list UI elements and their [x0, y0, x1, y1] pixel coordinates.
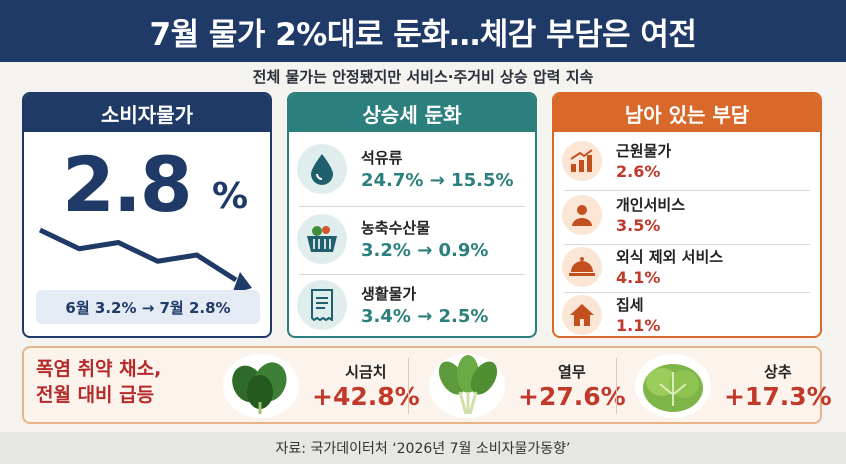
- burden-item-rent: 집세 1.1%: [562, 294, 660, 335]
- divider: [299, 206, 525, 207]
- slowdown-value: 3.4% → 2.5%: [361, 306, 489, 327]
- divider: [616, 358, 617, 414]
- slowdown-label: 석유류: [361, 149, 403, 167]
- vegetable-name: 시금치: [345, 363, 387, 381]
- cpi-value: 2.8: [62, 140, 193, 229]
- vegetable-headline-line1: 폭염 취약 채소,: [36, 358, 162, 380]
- young-radish-icon: [429, 354, 505, 418]
- vegetable-strip: 폭염 취약 채소, 전월 대비 급등 시금치 +42.8% 열무 +27.6%: [22, 346, 832, 424]
- lettuce-icon: [635, 354, 711, 418]
- divider: [564, 292, 810, 293]
- spinach-icon: [223, 354, 299, 418]
- vegetable-headline: 폭염 취약 채소, 전월 대비 급등: [36, 356, 161, 408]
- vegetable-change: +17.3%: [724, 382, 832, 411]
- burden-item-personal: 개인서비스 3.5%: [562, 194, 685, 235]
- burden-panel-title: 남아 있는 부담: [554, 94, 820, 132]
- page-title: 7월 물가 2%대로 둔화…체감 부담은 여전: [149, 16, 697, 53]
- slowdown-label: 농축수산물: [361, 219, 431, 237]
- food-cloche-icon: [562, 246, 602, 287]
- burden-item-core: 근원물가 2.6%: [562, 140, 671, 181]
- vegetable-change: +27.6%: [518, 382, 626, 411]
- slowdown-item-agri: 농축수산물 3.2% → 0.9%: [297, 214, 488, 264]
- burden-value: 2.6%: [616, 162, 661, 181]
- vegetable-name: 상추: [764, 363, 792, 381]
- trend-line: [38, 227, 238, 283]
- burden-value: 3.5%: [616, 216, 661, 235]
- cpi-change-note: 6월 3.2% → 7월 2.8%: [36, 290, 260, 324]
- footer-source: 자료: 국가데이터처 ‘2026년 7월 소비자물가동향’: [0, 432, 846, 464]
- burden-label: 근원물가: [616, 142, 672, 160]
- divider: [564, 190, 810, 191]
- burden-panel: 남아 있는 부담 근원물가 2.6% 개인서비스 3.5% 외식 제외 서비스 …: [552, 92, 822, 338]
- vegetable-item-spinach: 시금치 +42.8%: [220, 352, 420, 420]
- page-subtitle: 전체 물가는 안정됐지만 서비스·주거비 상승 압력 지속: [252, 68, 594, 86]
- slowdown-item-oil: 석유류 24.7% → 15.5%: [297, 144, 514, 194]
- house-icon: [562, 294, 602, 335]
- burden-label: 개인서비스: [616, 196, 686, 214]
- slowdown-item-living: 생활물가 3.4% → 2.5%: [297, 280, 488, 330]
- burden-item-service: 외식 제외 서비스 4.1%: [562, 246, 723, 287]
- person-icon: [562, 194, 602, 235]
- oil-drop-icon: [297, 144, 347, 194]
- divider: [408, 358, 409, 414]
- slowdown-value: 3.2% → 0.9%: [361, 240, 489, 261]
- slowdown-panel: 상승세 둔화 석유류 24.7% → 15.5% 농축수산물 3.2% → 0.…: [287, 92, 537, 338]
- slowdown-panel-title: 상승세 둔화: [289, 94, 535, 132]
- vegetable-name: 열무: [558, 363, 586, 381]
- vegetable-item-yeolmu: 열무 +27.6%: [426, 352, 626, 420]
- receipt-icon: [297, 280, 347, 330]
- divider: [299, 274, 525, 275]
- rising-chart-icon: [562, 140, 602, 181]
- downward-trend-arrow-icon: [38, 227, 252, 292]
- burden-label: 외식 제외 서비스: [616, 248, 724, 266]
- cpi-panel-title: 소비자물가: [24, 94, 270, 132]
- burden-label: 집세: [616, 296, 644, 314]
- slowdown-label: 생활물가: [361, 285, 417, 303]
- vegetable-headline-line2: 전월 대비 급등: [36, 384, 155, 406]
- vegetable-item-lettuce: 상추 +17.3%: [632, 352, 832, 420]
- title-bar: 7월 물가 2%대로 둔화…체감 부담은 여전: [0, 0, 846, 62]
- cpi-unit: %: [212, 176, 249, 217]
- vegetable-change: +42.8%: [312, 382, 420, 411]
- burden-value: 4.1%: [616, 268, 661, 287]
- cpi-panel: 소비자물가 2.8 % 6월 3.2% → 7월 2.8%: [22, 92, 272, 338]
- trend-arrowhead: [232, 272, 252, 292]
- grocery-basket-icon: [297, 214, 347, 264]
- slowdown-value: 24.7% → 15.5%: [361, 170, 514, 191]
- divider: [564, 244, 810, 245]
- burden-value: 1.1%: [616, 316, 661, 335]
